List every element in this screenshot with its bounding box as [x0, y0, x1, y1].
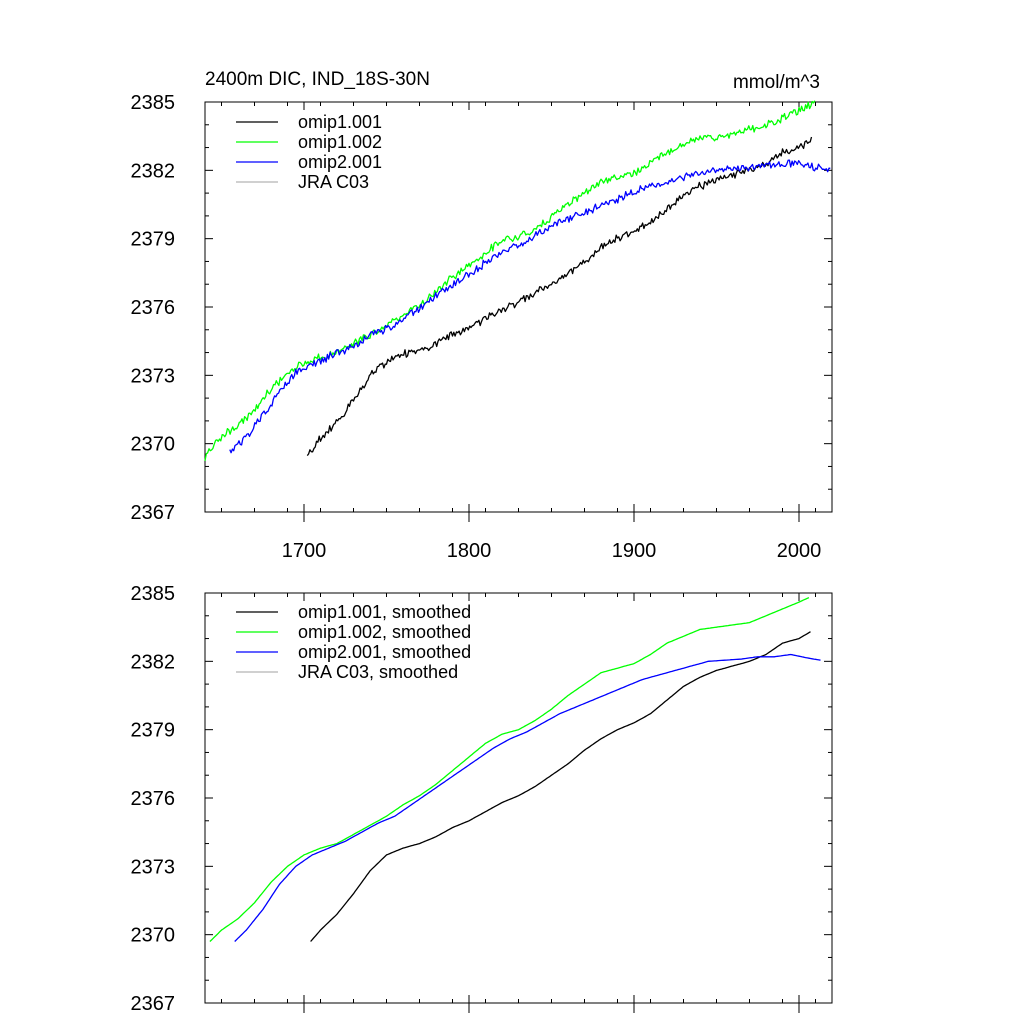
y-tick-label: 2382 — [131, 160, 176, 182]
y-tick-label: 2376 — [131, 788, 176, 810]
chart-units-label: mmol/m^3 — [733, 72, 820, 93]
legend-label-4: JRA C03 — [298, 172, 369, 192]
x-tick-label: 1900 — [612, 540, 657, 562]
y-tick-label: 2379 — [131, 229, 176, 251]
y-tick-label: 2385 — [131, 92, 176, 114]
series-line-2 — [204, 100, 816, 462]
legend-label-1: omip1.001 — [298, 112, 382, 132]
series-line-2 — [209, 597, 810, 942]
legend-label-2: omip1.002 — [298, 132, 382, 152]
x-tick-label: 1800 — [447, 540, 492, 562]
x-tick-label: 1700 — [282, 540, 327, 562]
y-tick-label: 2373 — [131, 365, 176, 387]
y-tick-label: 2379 — [131, 720, 176, 742]
chart-panel-2: 2367 2370 2373 2376 2379 2382 2385 omip1.001, s… — [131, 583, 833, 1015]
legend-label-3: omip2.001 — [298, 152, 382, 172]
x-tick-label: 2000 — [777, 540, 822, 562]
series-line-1 — [306, 136, 813, 456]
y-tick-label: 2382 — [131, 651, 176, 673]
y-tick-label: 2373 — [131, 856, 176, 878]
series-line-3 — [229, 159, 831, 454]
legend-label-2: omip1.002, smoothed — [298, 622, 471, 642]
y-tick-label: 2385 — [131, 583, 176, 605]
chart-panel-1: 2400m DIC, IND_18S-30N mmol/m^3 2367 2370 23… — [131, 69, 833, 562]
legend-label-4: JRA C03, smoothed — [298, 662, 458, 682]
series-line-1 — [310, 631, 811, 942]
chart-title: 2400m DIC, IND_18S-30N — [205, 69, 430, 90]
y-tick-label: 2367 — [131, 993, 176, 1015]
y-tick-label: 2370 — [131, 925, 176, 947]
y-tick-label: 2376 — [131, 297, 176, 319]
series-line-3 — [234, 653, 821, 942]
legend-label-3: omip2.001, smoothed — [298, 642, 471, 662]
y-tick-label: 2370 — [131, 434, 176, 456]
y-tick-label: 2367 — [131, 502, 176, 524]
legend-label-1: omip1.001, smoothed — [298, 602, 471, 622]
